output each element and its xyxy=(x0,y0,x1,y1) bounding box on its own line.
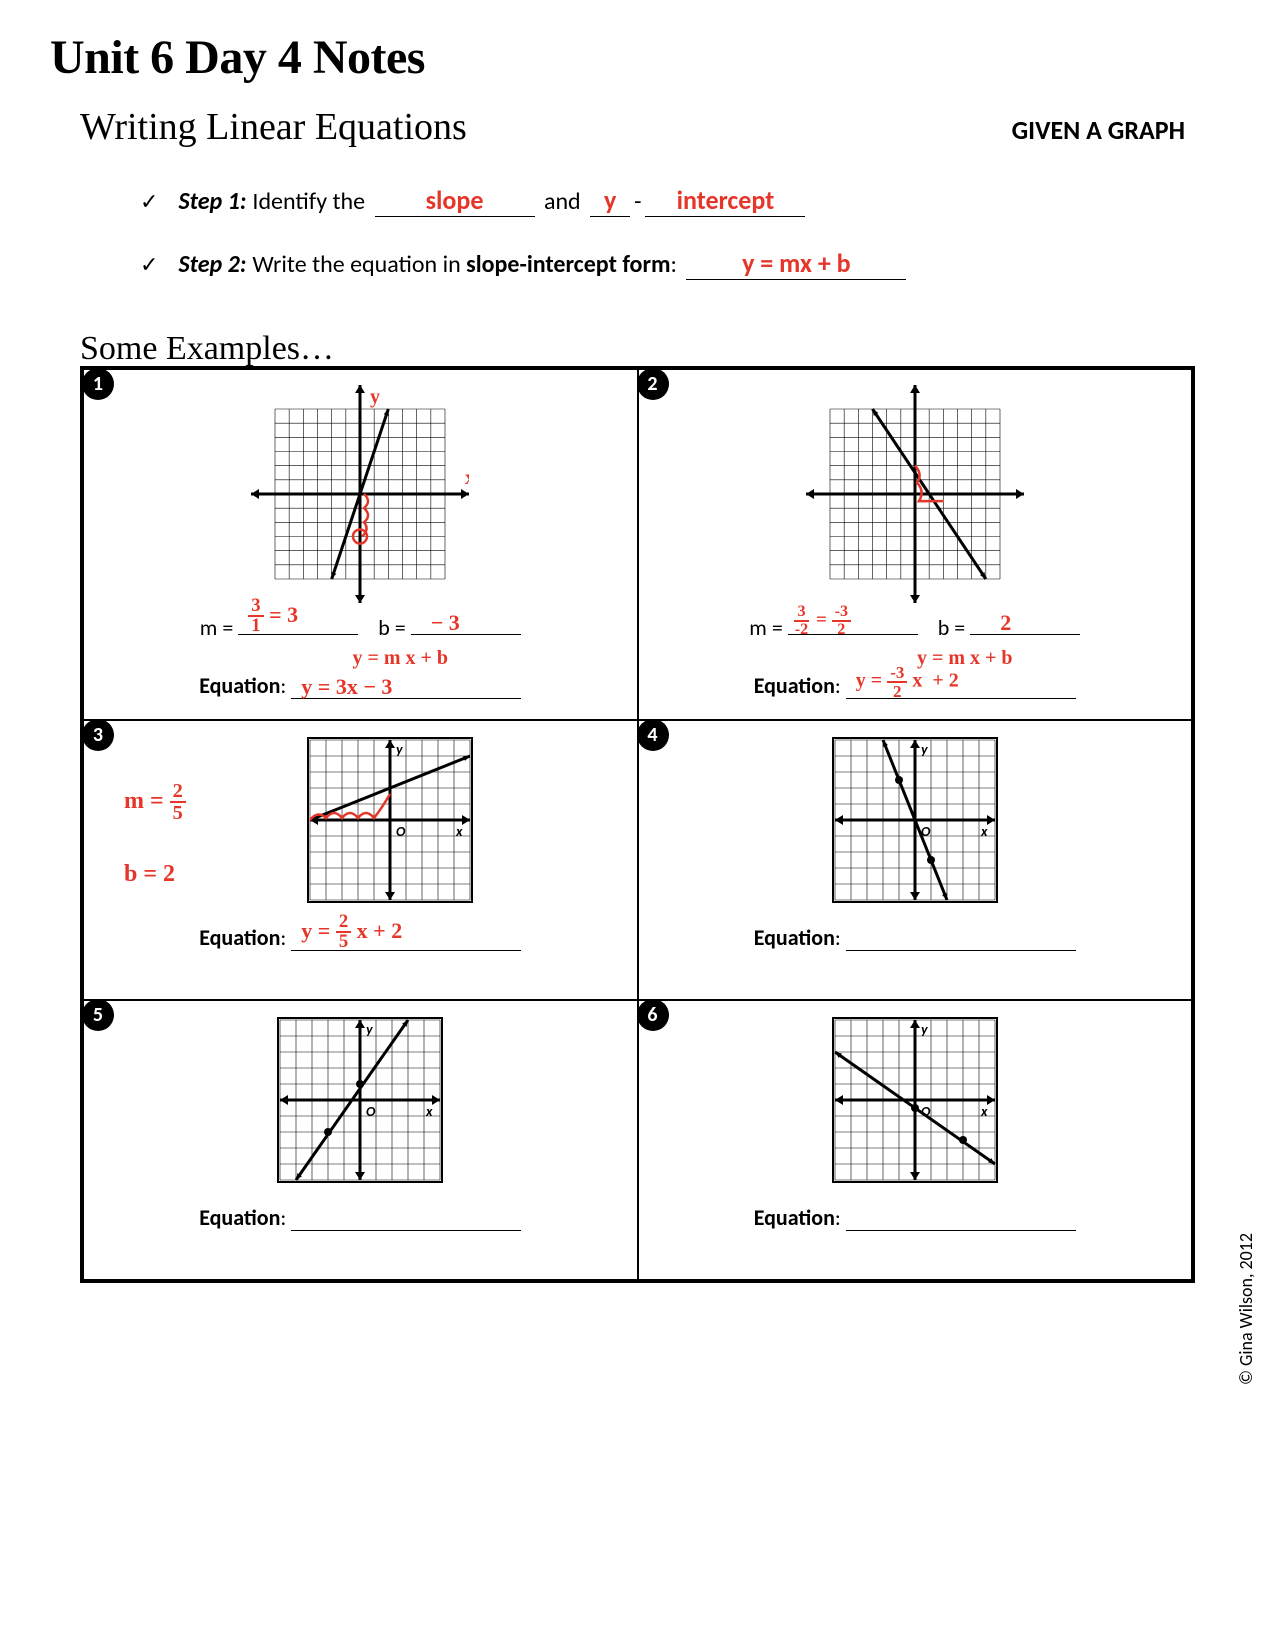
gen-form-1: y = m x + b xyxy=(184,647,617,670)
check-icon: ✓ xyxy=(140,251,158,278)
graph-1: yx xyxy=(104,385,617,603)
svg-text:y: y xyxy=(370,386,380,408)
steps-block: ✓ Step 1: Identify the slope and y - int… xyxy=(50,184,1225,280)
examples-label: Some Examples… xyxy=(50,330,1225,368)
copyright: © Gina Wilson, 2012 xyxy=(1235,1233,1257,1385)
svg-text:x: x xyxy=(980,823,988,840)
eq-label: Equation xyxy=(199,672,280,699)
svg-text:x: x xyxy=(465,467,469,489)
step1-dash: - xyxy=(634,187,641,216)
graph-4: y x O xyxy=(659,736,1172,904)
step2-label: Step 2: xyxy=(178,250,246,279)
eq-label: Equation xyxy=(199,1204,280,1231)
b-label: b = xyxy=(378,614,406,641)
subtitle-row: Writing Linear Equations GIVEN A GRAPH xyxy=(50,105,1225,149)
svg-text:O: O xyxy=(366,1103,376,1120)
svg-text:y: y xyxy=(396,741,403,758)
step-2: ✓ Step 2: Write the equation in slope-in… xyxy=(140,247,1225,280)
step-1: ✓ Step 1: Identify the slope and y - int… xyxy=(140,184,1225,217)
check-icon: ✓ xyxy=(140,188,158,215)
svg-text:O: O xyxy=(921,823,931,840)
badge-3: 3 xyxy=(82,719,114,751)
svg-text:y: y xyxy=(921,741,928,758)
mb-row-2: m = 3-2 = -32 b = 2 xyxy=(659,613,1172,641)
eq-label: Equation xyxy=(199,924,280,951)
eq-label: Equation xyxy=(754,1204,835,1231)
svg-text:O: O xyxy=(921,1103,931,1120)
step2-text: Write the equation in xyxy=(252,250,460,279)
step2-colon: : xyxy=(671,250,677,279)
given-label: GIVEN A GRAPH xyxy=(1012,114,1185,146)
svg-text:y: y xyxy=(366,1021,373,1038)
step1-blank-intercept: intercept xyxy=(645,184,805,217)
example-cell-6: 6 yxO Equation: xyxy=(638,1000,1193,1280)
step1-text: Identify the xyxy=(252,187,365,216)
subtitle: Writing Linear Equations xyxy=(80,105,467,149)
eq-answer-1: y = 3x − 3 xyxy=(301,674,392,700)
eq-label: Equation xyxy=(754,924,835,951)
step1-blank-slope: slope xyxy=(375,184,535,217)
example-cell-4: 4 yxO Equation: xyxy=(638,720,1193,1000)
graph-6: y x O xyxy=(659,1016,1172,1184)
example-cell-2: 2 m = 3-2 = -32 b = 2 y = m x + xyxy=(638,369,1193,720)
b-label: b = xyxy=(938,614,966,641)
graph-2 xyxy=(659,385,1172,603)
b-answer-2: 2 xyxy=(1000,610,1011,636)
graph-5: y x O xyxy=(104,1016,617,1184)
page-title: Unit 6 Day 4 Notes xyxy=(50,30,1225,85)
graph-3: y x O xyxy=(164,736,617,904)
m-label: m = xyxy=(200,614,234,641)
gen-form-2: y = m x + b xyxy=(759,647,1172,670)
b-answer-1: − 3 xyxy=(431,610,460,636)
example-cell-3: 3 m = 25 b = 2 yxO Equation: y = 25 x + … xyxy=(83,720,638,1000)
examples-grid: 1 yx m = 31 = 3 b = − 3 y = m x xyxy=(80,366,1195,1283)
step1-blank-y: y xyxy=(590,184,630,217)
step1-label: Step 1: xyxy=(178,187,246,216)
m-label: m = xyxy=(749,614,783,641)
step2-bold: slope-intercept form xyxy=(466,250,670,279)
eq-row-2: Equation: y = -32 x + 2 xyxy=(659,672,1172,699)
svg-text:x: x xyxy=(425,1103,433,1120)
eq-label: Equation xyxy=(754,672,835,699)
example-cell-5: 5 yxO Equation: xyxy=(83,1000,638,1280)
eq-row-1: Equation: y = 3x − 3 xyxy=(104,672,617,699)
example-cell-1: 1 yx m = 31 = 3 b = − 3 y = m x xyxy=(83,369,638,720)
step1-and: and xyxy=(544,187,581,216)
svg-text:x: x xyxy=(980,1103,988,1120)
svg-text:x: x xyxy=(455,823,463,840)
step2-blank-formula: y = mx + b xyxy=(686,247,906,280)
svg-text:y: y xyxy=(921,1021,928,1038)
svg-text:O: O xyxy=(396,823,406,840)
mb-row-1: m = 31 = 3 b = − 3 xyxy=(104,613,617,641)
